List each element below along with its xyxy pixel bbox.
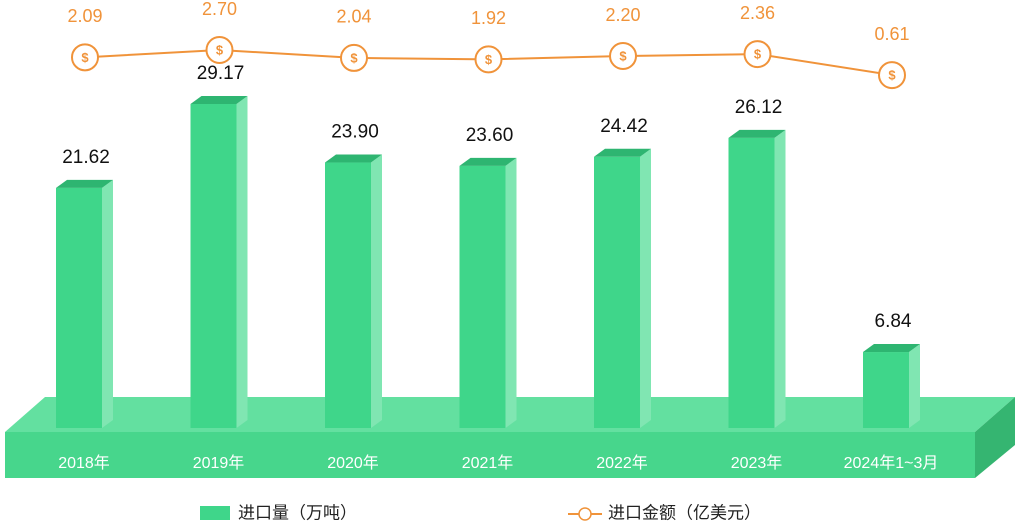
bar-top (863, 344, 920, 353)
legend-marker (578, 507, 592, 521)
line-marker (609, 42, 637, 70)
bar-side (236, 96, 248, 428)
bar (594, 148, 651, 428)
marker-icon: $ (350, 50, 358, 65)
x-tick-label: 2020年 (327, 454, 379, 472)
marker-icon: $ (888, 68, 896, 83)
platform-side (975, 397, 1015, 478)
line-marker (878, 61, 906, 90)
bar-front (728, 137, 775, 429)
x-tick-label: 2024年1~3月 (844, 454, 939, 472)
bar-value-label: 21.62 (62, 147, 110, 168)
bar-side (909, 344, 920, 428)
bar-side (102, 179, 113, 428)
platform-front (5, 432, 975, 478)
bar-value-label: 6.84 (875, 311, 912, 332)
x-tick-label: 2023年 (731, 454, 783, 472)
bar (863, 344, 920, 428)
bar-value-label: 23.90 (331, 122, 379, 143)
x-tick-label: 2018年 (58, 454, 110, 472)
line-marker (71, 43, 99, 72)
line-marker (340, 43, 368, 72)
bar-side (505, 157, 517, 428)
bar (728, 129, 786, 429)
bar-top (594, 148, 651, 157)
bar-front (459, 165, 506, 428)
bar-value-label: 26.12 (735, 97, 783, 118)
marker-icon: $ (216, 42, 224, 57)
bar-top (56, 179, 113, 188)
marker-icon: $ (81, 50, 89, 65)
bar-front (190, 104, 237, 428)
line-marker (474, 45, 503, 74)
x-tick-label: 2019年 (193, 454, 245, 472)
bar (325, 154, 382, 429)
legend-swatch (200, 506, 230, 520)
bar-front (594, 156, 640, 428)
line-value-label: 2.20 (605, 5, 640, 25)
legend-label: 进口量（万吨） (238, 503, 357, 522)
bar-top (728, 129, 786, 138)
line-value-label: 0.61 (874, 24, 909, 44)
marker-icon: $ (619, 48, 627, 63)
line-value-label: 1.92 (471, 8, 506, 28)
bar-front (325, 162, 371, 429)
marker-icon: $ (485, 52, 493, 67)
line-value-label: 2.04 (336, 7, 371, 27)
line-value-label: 2.36 (740, 3, 775, 23)
legend-label: 进口金额（亿美元） (608, 503, 761, 522)
line-marker (205, 36, 234, 64)
x-tick-label: 2022年 (596, 454, 648, 472)
bar-value-label: 29.17 (197, 63, 245, 84)
marker-icon: $ (754, 47, 762, 62)
bar-value-label: 23.60 (466, 125, 514, 146)
bar-top (325, 154, 382, 163)
bar-side (371, 154, 382, 429)
line-marker (743, 40, 772, 69)
bar-front (56, 187, 102, 428)
bar-front (863, 352, 909, 428)
line-value-label: 2.70 (202, 0, 237, 19)
bar-side (640, 148, 651, 428)
x-tick-label: 2021年 (462, 454, 514, 472)
bar (459, 157, 517, 428)
line-value-label: 2.09 (67, 6, 102, 26)
bar (56, 179, 113, 428)
bar (190, 96, 248, 428)
bar-top (459, 157, 517, 166)
bar-value-label: 24.42 (600, 116, 648, 137)
bar-side (774, 129, 786, 429)
bar-top (190, 96, 248, 104)
